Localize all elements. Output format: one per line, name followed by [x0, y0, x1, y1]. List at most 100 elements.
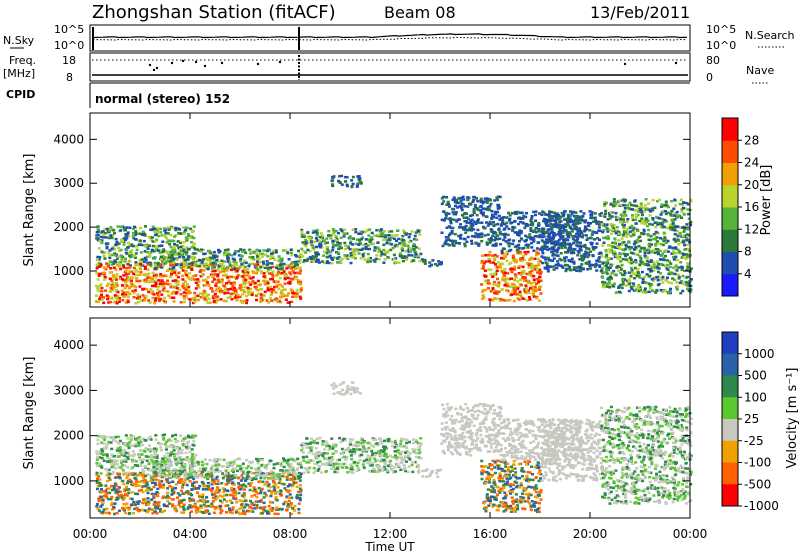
scatter-cell [680, 268, 684, 271]
scatter-cell [136, 270, 140, 273]
scatter-cell [100, 298, 104, 301]
scatter-cell [160, 255, 164, 259]
scatter-cell [188, 298, 192, 301]
scatter-cell [590, 213, 594, 217]
scatter-cell [255, 506, 259, 510]
scatter-cell [656, 248, 660, 251]
scatter-cell [636, 271, 640, 274]
scatter-cell [257, 283, 261, 287]
scatter-cell [481, 289, 485, 292]
scatter-cell [541, 227, 545, 231]
scatter-cell [627, 289, 631, 293]
scatter-cell [664, 241, 668, 244]
scatter-cell [675, 233, 679, 236]
scatter-cell [601, 276, 605, 279]
scatter-cell [506, 242, 510, 245]
scatter-cell [642, 246, 646, 250]
scatter-cell [476, 208, 480, 211]
scatter-cell [568, 220, 572, 224]
scatter-cell [104, 435, 108, 439]
scatter-cell [120, 258, 124, 261]
scatter-cell [683, 207, 687, 210]
scatter-cell [537, 299, 541, 302]
scatter-cell [134, 261, 138, 264]
scatter-cell [219, 280, 223, 283]
scatter-cell [124, 511, 127, 515]
scatter-cell [142, 470, 146, 473]
scatter-cell [387, 234, 391, 237]
scatter-cell [331, 176, 334, 179]
scatter-cell [372, 242, 376, 245]
scatter-cell [161, 434, 165, 437]
scatter-cell [557, 218, 561, 221]
scatter-cell [613, 282, 617, 285]
scatter-cell [230, 477, 234, 481]
scatter-cell [534, 226, 538, 230]
scatter-cell [569, 210, 573, 213]
scatter-cell [153, 257, 157, 260]
scatter-cell [299, 290, 303, 293]
scatter-cell [491, 234, 495, 238]
scatter-cell [663, 219, 667, 222]
scatter-cell [622, 218, 625, 221]
scatter-cell [675, 210, 679, 214]
scatter-cell [445, 203, 449, 206]
scatter-cell [538, 288, 542, 291]
scatter-cell [673, 232, 677, 236]
scatter-cell [664, 212, 668, 216]
scatter-cell [287, 499, 291, 503]
scatter-cell [567, 215, 570, 219]
scatter-cell [466, 235, 470, 239]
scatter-cell [136, 293, 140, 296]
scatter-cell [500, 252, 504, 255]
scatter-cell [472, 220, 476, 223]
scatter-cell [501, 219, 505, 223]
scatter-cell [204, 265, 208, 268]
scatter-cell [152, 284, 156, 288]
scatter-cell [277, 257, 281, 261]
scatter-cell [505, 250, 509, 254]
scatter-cell [249, 277, 253, 280]
freq-panel-frame [89, 52, 691, 82]
scatter-cell [673, 198, 677, 201]
scatter-cell [133, 225, 136, 229]
scatter-cell [375, 229, 379, 232]
scatter-cell [546, 241, 549, 244]
scatter-cell [595, 259, 599, 262]
scatter-cell [130, 244, 134, 247]
scatter-cell [314, 237, 318, 240]
scatter-cell [517, 222, 521, 226]
scatter-cell [459, 196, 463, 200]
scatter-cell [124, 232, 128, 236]
noise-panel: N.Sky 10^5 10^0 10^5 10^0 N.Search [3, 23, 795, 52]
scatter-cell [145, 255, 149, 259]
scatter-cell [523, 251, 527, 254]
scatter-cell [109, 267, 113, 270]
scatter-cell [257, 292, 261, 295]
scatter-cell [476, 228, 480, 232]
scatter-cell [170, 255, 174, 258]
scatter-cell [339, 228, 343, 231]
scatter-cell [643, 275, 647, 279]
scatter-cell [249, 291, 252, 294]
scatter-cell [298, 258, 302, 261]
scatter-cell [267, 289, 270, 292]
scatter-cell [493, 253, 497, 257]
scatter-cell [520, 259, 524, 263]
scatter-cell [167, 439, 170, 442]
scatter-cell [181, 226, 185, 229]
scatter-cell [134, 464, 137, 467]
scatter-cell [109, 296, 113, 300]
scatter-cell [180, 460, 184, 464]
scatter-cell [256, 263, 260, 266]
scatter-cell [603, 204, 606, 208]
scatter-cell [110, 279, 114, 282]
scatter-cell [176, 275, 180, 279]
scatter-cell [414, 254, 418, 258]
scatter-cell [178, 228, 182, 231]
scatter-cell [235, 276, 239, 279]
scatter-cell [578, 267, 582, 271]
scatter-cell [492, 231, 495, 235]
scatter-cell [103, 232, 107, 235]
scatter-cell [673, 218, 677, 221]
